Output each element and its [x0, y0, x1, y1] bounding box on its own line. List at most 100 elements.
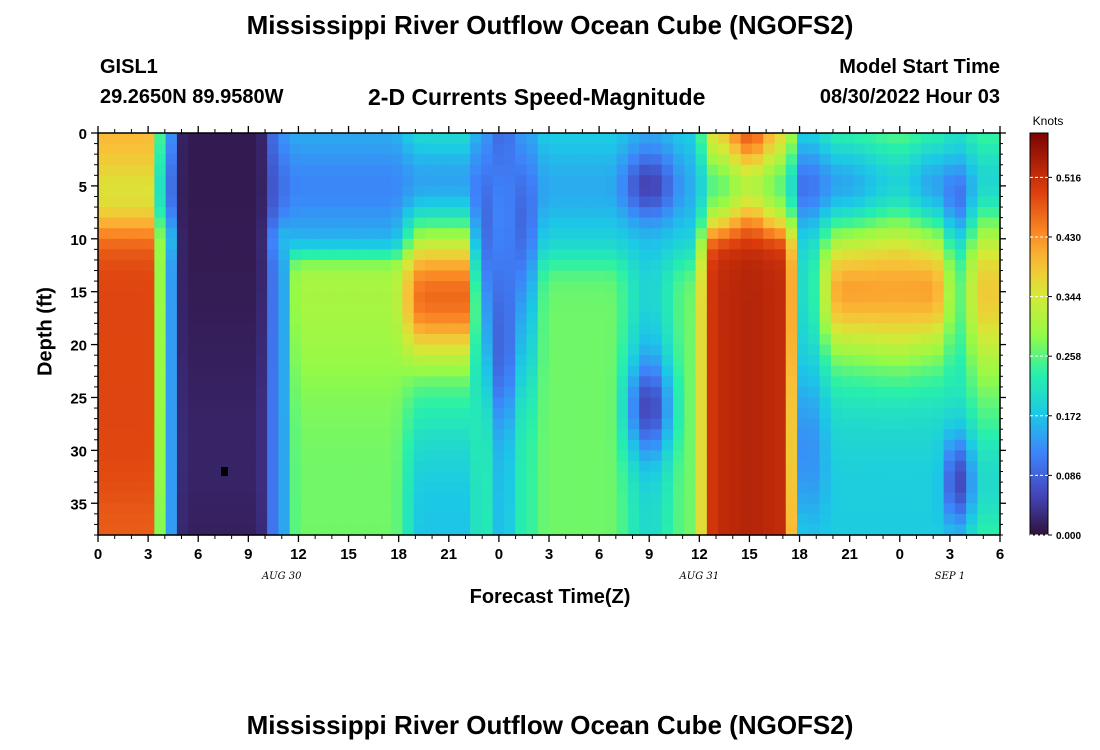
- heatmap-cell: [684, 196, 697, 208]
- heatmap-cell: [233, 175, 246, 187]
- heatmap-cell: [210, 312, 223, 325]
- heatmap-cell: [379, 450, 392, 462]
- heatmap-cell: [639, 259, 652, 272]
- heatmap-cell: [751, 217, 764, 229]
- heatmap-cell: [222, 164, 234, 176]
- heatmap-cell: [875, 323, 888, 335]
- heatmap-cell: [447, 207, 460, 219]
- heatmap-cell: [131, 334, 144, 346]
- heatmap-cell: [627, 175, 640, 187]
- heatmap-cell: [661, 344, 674, 356]
- heatmap-cell: [875, 492, 888, 504]
- heatmap-cell: [898, 133, 911, 145]
- heatmap-cell: [819, 249, 832, 261]
- heatmap-cell: [267, 133, 280, 145]
- heatmap-cell: [334, 355, 347, 367]
- heatmap-cell: [582, 154, 595, 166]
- heatmap-cell: [650, 460, 663, 473]
- heatmap-cell: [210, 503, 223, 515]
- station-id: GISL1: [100, 56, 158, 78]
- heatmap-cell: [109, 196, 122, 208]
- heatmap-cell: [898, 513, 911, 526]
- heatmap-cell: [853, 408, 866, 420]
- heatmap-cell: [729, 460, 742, 473]
- heatmap-cell: [458, 471, 471, 483]
- heatmap-cell: [875, 344, 888, 356]
- heatmap-cell: [402, 344, 415, 356]
- heatmap-cell: [819, 482, 832, 494]
- heatmap-cell: [323, 302, 336, 314]
- heatmap-cell: [222, 185, 234, 198]
- heatmap-cell: [120, 344, 133, 356]
- heatmap-cell: [98, 492, 110, 504]
- heatmap-cell: [684, 164, 697, 176]
- heatmap-cell: [165, 228, 178, 240]
- heatmap-cell: [233, 334, 246, 346]
- heatmap-cell: [605, 312, 618, 325]
- heatmap-cell: [898, 524, 911, 536]
- heatmap-cell: [300, 429, 313, 441]
- heatmap-cell: [492, 133, 505, 145]
- heatmap-cell: [661, 503, 674, 515]
- heatmap-cell: [921, 323, 933, 335]
- heatmap-cell: [650, 408, 663, 420]
- heatmap-cell: [131, 482, 144, 494]
- heatmap-cell: [560, 397, 573, 409]
- heatmap-cell: [830, 376, 843, 388]
- heatmap-cell: [143, 217, 155, 229]
- heatmap-cell: [244, 302, 257, 314]
- heatmap-cell: [695, 365, 708, 377]
- heatmap-cell: [842, 418, 855, 430]
- heatmap-cell: [898, 450, 911, 462]
- heatmap-cell: [853, 164, 866, 176]
- heatmap-cell: [244, 164, 257, 176]
- heatmap-cell: [222, 397, 234, 409]
- x-tick-label: 21: [841, 546, 858, 563]
- heatmap-cell: [368, 355, 381, 367]
- heatmap-cell: [830, 185, 843, 198]
- heatmap-cell: [526, 270, 539, 282]
- heatmap-cell: [988, 513, 1001, 526]
- heatmap-cell: [921, 513, 933, 526]
- heatmap-cell: [481, 429, 494, 441]
- heatmap-cell: [706, 175, 719, 187]
- heatmap-cell: [571, 376, 584, 388]
- heatmap-cell: [267, 492, 280, 504]
- heatmap-cell: [300, 376, 313, 388]
- heatmap-cell: [706, 386, 719, 399]
- heatmap-cell: [312, 175, 325, 187]
- heatmap-cell: [526, 503, 539, 515]
- heatmap-cell: [143, 302, 155, 314]
- heatmap-cell: [526, 482, 539, 494]
- heatmap-cell: [639, 302, 652, 314]
- heatmap-cell: [639, 450, 652, 462]
- heatmap-cell: [740, 249, 753, 261]
- heatmap-cell: [255, 281, 268, 293]
- heatmap-cell: [300, 228, 313, 240]
- heatmap-cell: [176, 154, 189, 166]
- heatmap-cell: [560, 185, 573, 198]
- heatmap-cell: [819, 471, 832, 483]
- heatmap-cell: [571, 460, 584, 473]
- heatmap-cell: [966, 365, 979, 377]
- heatmap-cell: [526, 302, 539, 314]
- heatmap-cell: [774, 344, 787, 356]
- heatmap-cell: [560, 196, 573, 208]
- heatmap-cell: [503, 154, 516, 166]
- heatmap-cell: [774, 164, 787, 176]
- heatmap-cell: [921, 397, 933, 409]
- heatmap-cell: [763, 408, 776, 420]
- heatmap-cell: [763, 228, 776, 240]
- heatmap-cell: [323, 503, 336, 515]
- heatmap-cell: [582, 513, 595, 526]
- heatmap-cell: [357, 196, 370, 208]
- heatmap-cell: [977, 302, 990, 314]
- heatmap-cell: [988, 185, 1001, 198]
- heatmap-cell: [210, 238, 223, 250]
- heatmap-cell: [131, 513, 144, 526]
- heatmap-cell: [109, 524, 122, 536]
- heatmap-cell: [740, 408, 753, 420]
- heatmap-cell: [842, 408, 855, 420]
- heatmap-cell: [526, 524, 539, 536]
- heatmap-cell: [222, 291, 234, 303]
